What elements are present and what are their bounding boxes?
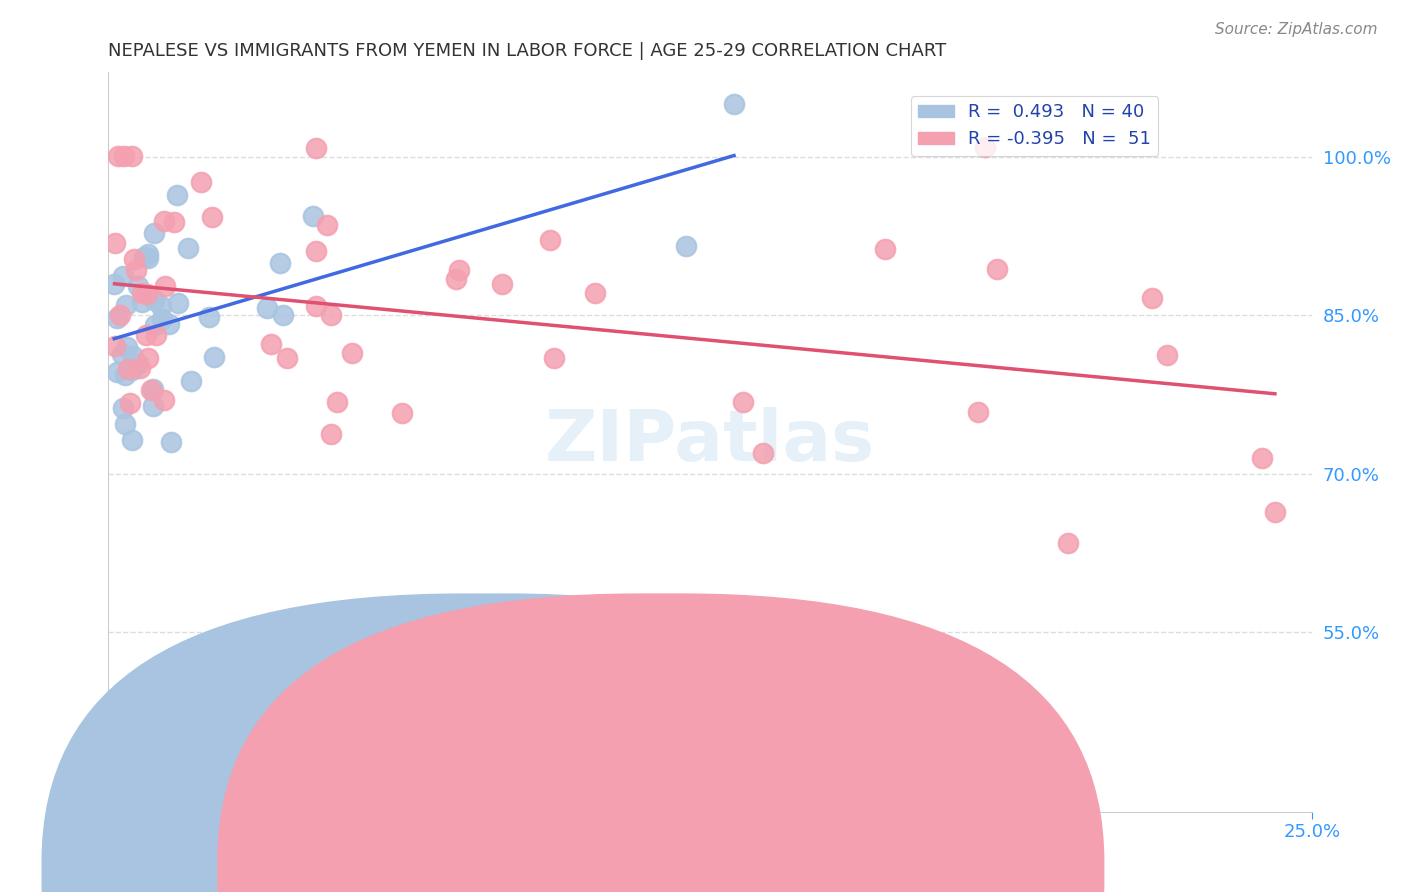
Point: [1264, 505, 1286, 519]
Point: [167, 295, 190, 310]
Point: [121, 148, 143, 162]
Point: [143, 318, 166, 332]
Point: [201, 210, 224, 224]
Point: [583, 285, 606, 300]
Point: [142, 382, 165, 396]
Point: [160, 434, 183, 449]
Point: [114, 417, 136, 431]
Point: [139, 384, 162, 398]
Point: [136, 351, 159, 365]
Point: [125, 263, 148, 277]
Text: Nepalese: Nepalese: [496, 856, 572, 874]
Point: [675, 239, 697, 253]
Point: [271, 308, 294, 322]
Point: [127, 357, 149, 371]
Point: [326, 394, 349, 409]
Point: [276, 351, 298, 365]
Point: [117, 362, 139, 376]
Point: [340, 345, 363, 359]
Point: [142, 226, 165, 240]
Point: [115, 298, 138, 312]
Point: [153, 278, 176, 293]
Point: [260, 336, 283, 351]
Point: [131, 285, 153, 300]
Point: [319, 308, 342, 322]
Point: [107, 149, 129, 163]
Point: [731, 395, 754, 409]
Point: [986, 261, 1008, 276]
Point: [149, 299, 172, 313]
Point: [447, 263, 470, 277]
Point: [301, 209, 323, 223]
Point: [256, 301, 278, 316]
Point: [115, 340, 138, 354]
Point: [875, 242, 897, 256]
Point: [316, 219, 339, 233]
Point: [136, 247, 159, 261]
Text: Immigrants from Yemen: Immigrants from Yemen: [673, 856, 873, 874]
Point: [121, 433, 143, 447]
Point: [103, 277, 125, 292]
Point: [150, 312, 173, 326]
Point: [105, 365, 128, 379]
Point: [163, 215, 186, 229]
Point: [114, 368, 136, 382]
Text: NEPALESE VS IMMIGRANTS FROM YEMEN IN LABOR FORCE | AGE 25-29 CORRELATION CHART: NEPALESE VS IMMIGRANTS FROM YEMEN IN LAB…: [108, 42, 946, 60]
Point: [112, 401, 135, 415]
Point: [104, 338, 127, 352]
Point: [269, 256, 291, 270]
Point: [190, 175, 212, 189]
Point: [202, 351, 225, 365]
Point: [1250, 450, 1272, 465]
Point: [135, 328, 157, 343]
Point: [305, 141, 328, 155]
Point: [1156, 348, 1178, 362]
Point: [131, 294, 153, 309]
Point: [153, 392, 176, 407]
Point: [305, 244, 328, 258]
Point: [112, 269, 135, 284]
Point: [321, 427, 343, 442]
Point: [145, 328, 167, 343]
Point: [723, 96, 745, 111]
Point: [111, 347, 134, 361]
Point: [129, 361, 152, 376]
Point: [180, 374, 202, 388]
Point: [112, 149, 135, 163]
Point: [152, 213, 174, 227]
Point: [122, 252, 145, 266]
Point: [142, 399, 165, 413]
Point: [121, 363, 143, 377]
Point: [543, 351, 565, 365]
Point: [391, 406, 413, 420]
Point: [143, 293, 166, 307]
Point: [967, 405, 990, 419]
Point: [1140, 291, 1163, 305]
Text: ZIPatlas: ZIPatlas: [546, 408, 875, 476]
Legend: R =  0.493   N = 40, R = -0.395   N =  51: R = 0.493 N = 40, R = -0.395 N = 51: [911, 96, 1159, 156]
Point: [177, 241, 200, 255]
Point: [103, 236, 125, 251]
Point: [136, 251, 159, 265]
Point: [198, 310, 221, 324]
Point: [157, 317, 180, 331]
Point: [136, 287, 159, 301]
Point: [105, 310, 128, 325]
Point: [305, 299, 328, 313]
Point: [1056, 535, 1078, 549]
Point: [132, 250, 155, 264]
Text: Source: ZipAtlas.com: Source: ZipAtlas.com: [1215, 22, 1378, 37]
Point: [127, 278, 149, 293]
Point: [108, 309, 131, 323]
Point: [973, 140, 995, 154]
Point: [538, 233, 561, 247]
Point: [752, 446, 775, 460]
Point: [491, 277, 513, 291]
Point: [118, 396, 141, 410]
Point: [444, 272, 467, 286]
Point: [166, 187, 188, 202]
Point: [122, 349, 145, 363]
